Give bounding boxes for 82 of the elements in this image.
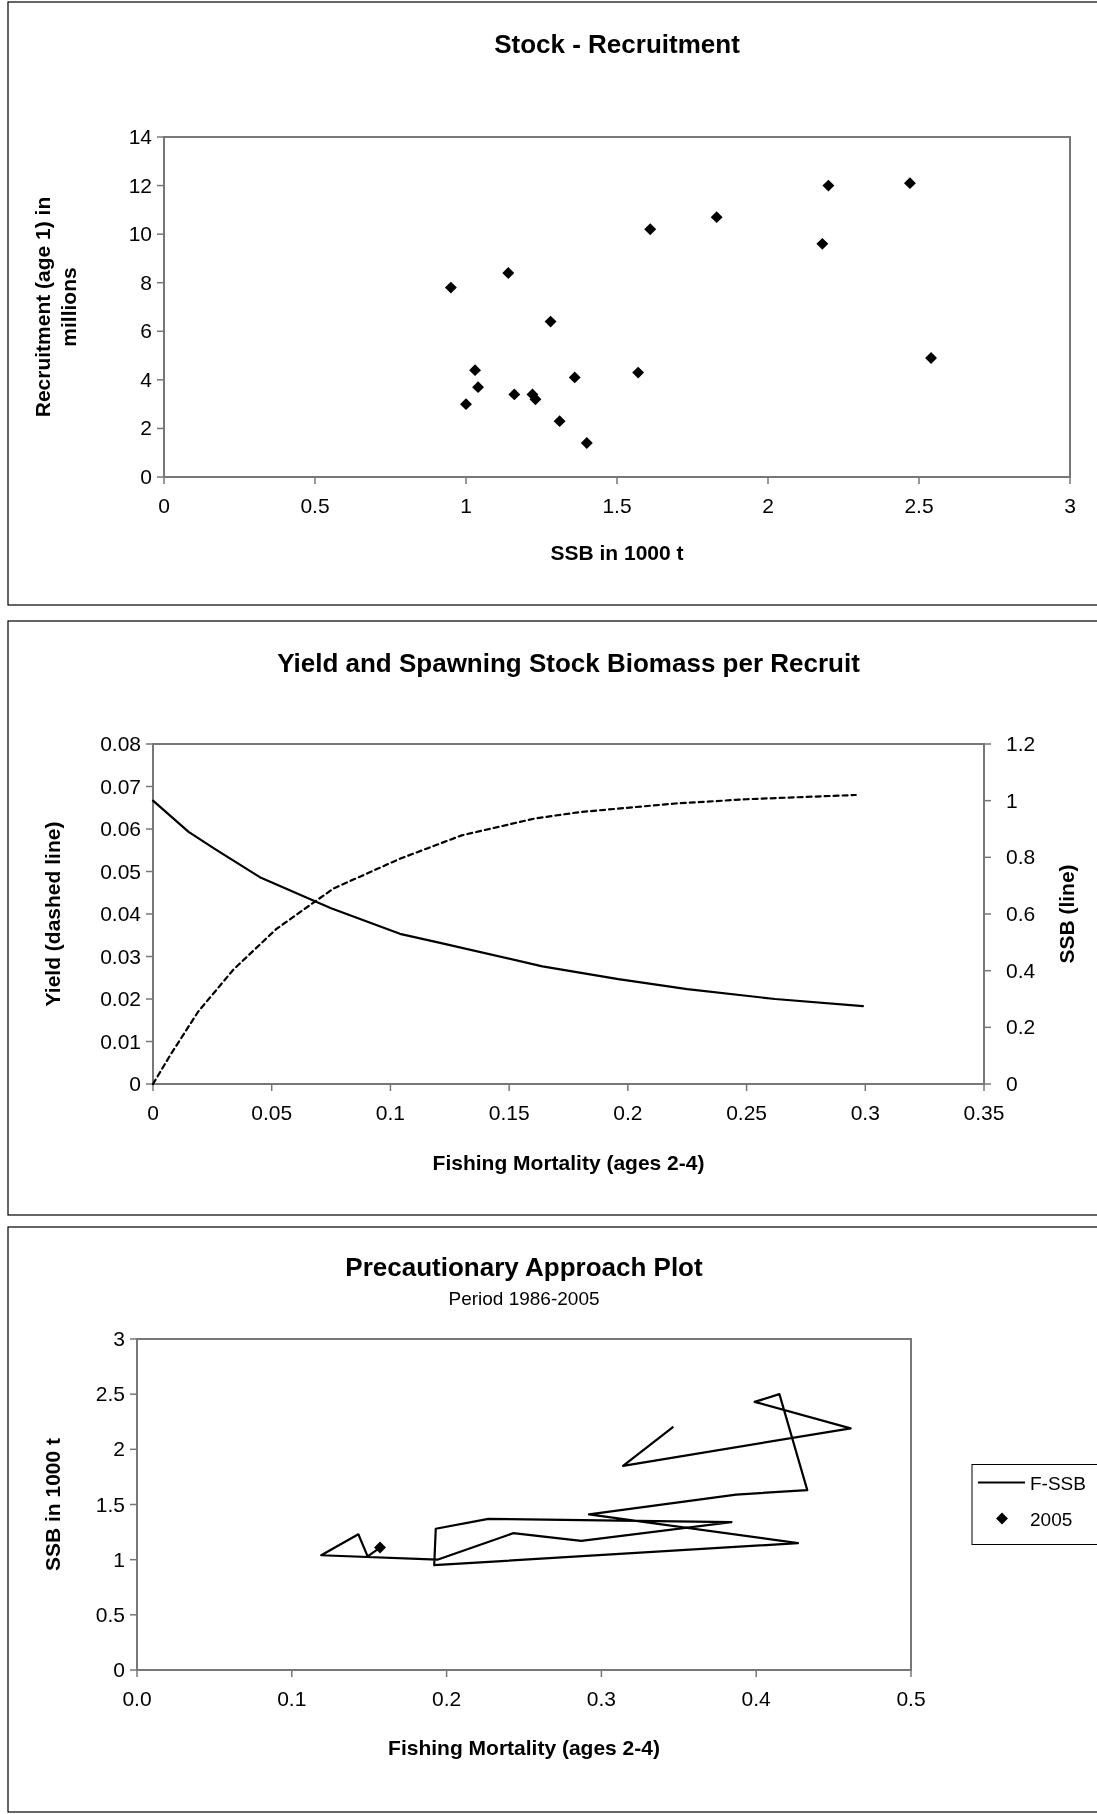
x-tick-label: 0.5	[300, 494, 330, 517]
y-axis-title: Yield (dashed line)	[41, 821, 64, 1007]
y2-tick-label: 0.8	[1006, 845, 1036, 869]
point	[632, 366, 645, 379]
y-tick-label: 4	[140, 367, 153, 391]
x-tick-label: 2	[762, 494, 774, 517]
point	[925, 352, 938, 364]
y-tick-label: 2	[140, 416, 152, 440]
x-tick-label: 0.2	[613, 1101, 643, 1124]
y-tick-label: 0.08	[100, 732, 141, 755]
y-axis-title: SSB in 1000 t	[41, 1437, 64, 1572]
y-tick-label: 0.03	[100, 944, 141, 968]
x-tick-label: 0.3	[586, 1687, 616, 1710]
x-tick-label: 0.35	[963, 1101, 1005, 1124]
point	[472, 381, 485, 394]
x-axis-title: SSB in 1000 t	[550, 541, 684, 564]
x-tick-label: 0.1	[375, 1101, 406, 1124]
y2-tick-label: 0.2	[1006, 1015, 1036, 1039]
point	[816, 237, 829, 250]
point	[644, 223, 657, 236]
y-tick-label: 6	[140, 319, 152, 343]
x-tick-label: 0.25	[726, 1101, 768, 1124]
y2-tick-label: 1.2	[1006, 732, 1036, 755]
point	[502, 267, 515, 279]
y-axis-title: Recruitment (age 1) in millions	[31, 196, 80, 418]
y2-tick-label: 0.6	[1006, 902, 1036, 925]
y-tick-label: 8	[140, 270, 152, 294]
y2-axis-title: SSB (line)	[1055, 864, 1078, 964]
y-tick-label: 0.06	[100, 817, 141, 840]
y-tick-label: 2	[113, 1437, 125, 1461]
point	[460, 398, 472, 411]
x-tick-label: 2.5	[904, 494, 934, 517]
y-tick-label: 0.01	[100, 1029, 141, 1053]
y-tick-label: 0	[113, 1658, 125, 1681]
x-axis-title: Fishing Mortality (ages 2-4)	[432, 1151, 705, 1174]
x-tick-label: 0	[158, 494, 170, 517]
point	[553, 415, 566, 428]
y-tick-label: 3	[113, 1327, 125, 1350]
y-tick-label: 2.5	[95, 1382, 125, 1406]
x-tick-label: 0.2	[432, 1687, 462, 1710]
y-tick-label: 0.02	[100, 987, 141, 1010]
point	[904, 177, 916, 190]
chart-title: Precautionary Approach Plot	[345, 1252, 703, 1282]
x-tick-label: 0.1	[277, 1687, 307, 1710]
legend-label: 2005	[1030, 1508, 1073, 1530]
chart-title: Stock - Recruitment	[494, 29, 741, 59]
y-tick-label: 0.04	[100, 902, 142, 925]
chart-title: Yield and Spawning Stock Biomass per Recruit	[277, 648, 861, 678]
y-tick-label: 0.07	[100, 774, 141, 798]
x-tick-label: 0.15	[488, 1101, 530, 1124]
y-tick-label: 0	[140, 465, 152, 488]
x-tick-label: 1.5	[602, 494, 632, 517]
y-tick-label: 12	[128, 173, 152, 197]
x-tick-label: 0.0	[122, 1687, 152, 1710]
point	[580, 437, 593, 449]
point	[710, 211, 723, 224]
point	[444, 281, 457, 294]
y-tick-label: 1.5	[95, 1492, 125, 1516]
x-axis-title: Fishing Mortality (ages 2-4)	[388, 1736, 660, 1759]
y2-tick-label: 1	[1006, 788, 1018, 812]
y-tick-label: 0.05	[100, 859, 141, 883]
x-tick-label: 0.5	[896, 1687, 926, 1710]
point	[469, 364, 481, 377]
x-tick-label: 1	[460, 494, 472, 517]
y-tick-label: 0	[129, 1072, 141, 1095]
y-tick-label: 1	[113, 1547, 125, 1571]
x-tick-label: 3	[1064, 494, 1076, 517]
point	[544, 315, 557, 328]
point	[822, 179, 835, 192]
chart-subtitle: Period 1986-2005	[448, 1288, 600, 1309]
point	[568, 371, 581, 384]
x-tick-label: 0.3	[850, 1101, 880, 1124]
x-tick-label: 0.4	[741, 1687, 772, 1710]
legend-label: F-SSB	[1030, 1472, 1086, 1494]
x-tick-label: 0.05	[251, 1101, 293, 1124]
y-tick-label: 0.5	[95, 1602, 125, 1626]
y2-tick-label: 0.4	[1006, 958, 1036, 982]
y-tick-label: 14	[128, 125, 153, 148]
line-series	[320, 1393, 852, 1567]
y-tick-label: 10	[128, 222, 152, 246]
point	[508, 388, 521, 401]
y2-tick-label: 0	[1006, 1072, 1018, 1095]
